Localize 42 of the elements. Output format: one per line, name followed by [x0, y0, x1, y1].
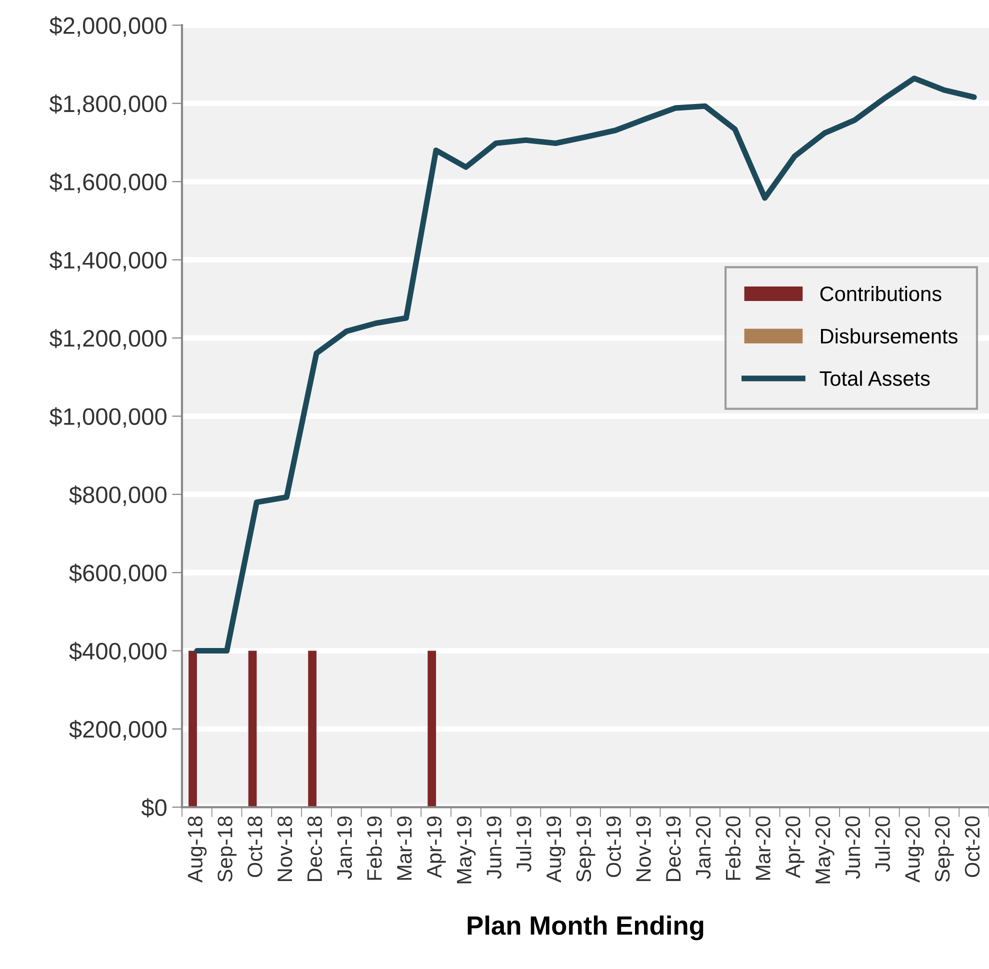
x-tick-label: Oct-20	[964, 816, 980, 878]
x-tick-label: Dec-19	[666, 816, 681, 881]
legend-label: Total Assets	[820, 370, 930, 386]
x-tick-label: Dec-18	[307, 816, 322, 881]
x-tick-label: Aug-18	[188, 816, 207, 883]
y-tick-label: $1,800,000	[49, 94, 166, 115]
x-tick-label: Nov-19	[636, 816, 651, 881]
y-tick-label: $0	[141, 798, 166, 818]
x-tick-label: Feb-20	[725, 816, 741, 880]
x-tick-label: May-19	[456, 816, 476, 884]
y-tick-label: $400,000	[69, 642, 166, 662]
x-tick-label: Jan-19	[337, 816, 352, 879]
x-tick-label: Mar-19	[396, 816, 412, 880]
x-tick-label: Jul-19	[516, 816, 532, 872]
x-tick-label: Aug-19	[546, 816, 566, 883]
x-tick-label: Oct-18	[248, 816, 262, 878]
y-tick-label: $600,000	[69, 564, 166, 584]
x-axis-title: Plan Month Ending	[468, 916, 704, 940]
x-tick-label: Apr-20	[786, 816, 804, 878]
x-tick-label: May-20	[815, 816, 834, 884]
x-tick-label: Apr-19	[426, 816, 446, 878]
x-tick-label: Jul-20	[874, 816, 890, 872]
y-tick-label: $1,200,000	[49, 329, 166, 350]
x-tick-label: Sep-18	[218, 816, 237, 882]
x-tick-label: Aug-20	[905, 816, 924, 883]
legend-label: Contributions	[820, 286, 942, 302]
y-tick-label: $1,400,000	[49, 250, 166, 272]
x-tick-label: Jun-20	[845, 816, 860, 879]
y-tick-label: $2,000,000	[49, 16, 166, 37]
x-tick-label: Mar-20	[756, 816, 770, 880]
y-tick-label: $800,000	[69, 485, 166, 506]
legend-label: Disbursements	[821, 328, 958, 344]
x-tick-label: Feb-19	[366, 816, 382, 880]
y-tick-label: $200,000	[69, 720, 166, 741]
x-tick-label: Nov-18	[277, 816, 292, 881]
y-tick-label: $1,600,000	[49, 172, 166, 194]
x-tick-label: Sep-20	[935, 816, 954, 882]
x-tick-label: Sep-19	[576, 816, 596, 882]
x-tick-label: Oct-19	[606, 816, 621, 878]
x-tick-label: Jan-20	[696, 816, 711, 879]
x-tick-label: Jun-19	[486, 816, 502, 879]
y-tick-label: $1,000,000	[49, 407, 166, 428]
